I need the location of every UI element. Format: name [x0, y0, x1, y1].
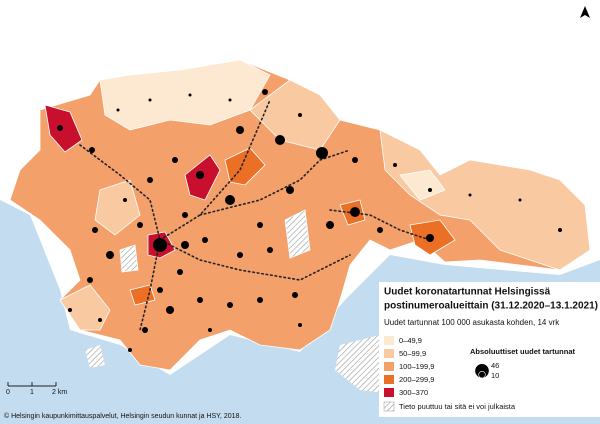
legend-label: 50–99,9: [399, 349, 426, 358]
legend-box: [379, 282, 600, 417]
credits: © Helsingin kaupunkimittauspalvelut, Hel…: [4, 412, 241, 420]
district-dot: [286, 186, 294, 194]
district-dot: [236, 126, 244, 134]
bubble-legend-title: Absoluuttiset uudet tartunnat: [470, 347, 575, 356]
district-dot: [128, 348, 132, 352]
district-dot: [147, 177, 153, 183]
no-data-swatch: [383, 401, 395, 412]
district-dot: [326, 221, 334, 229]
scale-label: 1: [30, 389, 34, 396]
district-dot: [298, 323, 302, 327]
district-dot: [518, 198, 522, 202]
district-dot: [267, 247, 273, 253]
district-dot: [92, 227, 98, 233]
legend-label: 300–370: [399, 388, 428, 397]
rail-lines: [79, 99, 431, 331]
land-zones: [9, 59, 591, 395]
district-dot: [316, 147, 328, 159]
district-dot: [275, 135, 285, 145]
district-dot: [89, 147, 95, 153]
district-dot: [298, 113, 302, 117]
scale-label: 0: [6, 389, 10, 396]
district-dot: [172, 157, 178, 163]
district-dot: [166, 306, 174, 314]
legend: Uudet koronatartunnat Helsingissä postin…: [379, 282, 600, 417]
district-dot: [188, 93, 192, 97]
legend-swatch: [384, 336, 394, 345]
legend-swatch: [384, 375, 394, 384]
district-dot: [377, 227, 383, 233]
district-dot: [137, 222, 143, 228]
district-dot: [225, 195, 235, 205]
district-dot: [153, 238, 167, 252]
district-dot: [352, 157, 358, 163]
legend-swatch: [384, 388, 394, 397]
district-dot: [181, 241, 189, 249]
district-dot: [228, 98, 232, 102]
scale-label: 2 km: [52, 389, 67, 396]
district-dot: [98, 318, 102, 322]
district-dot: [57, 125, 63, 131]
district-dot: [428, 188, 432, 192]
legend-label: 200–299,9: [399, 375, 434, 384]
legend-swatch: [384, 349, 394, 358]
district-dot: [292, 292, 298, 298]
district-dot: [257, 222, 263, 228]
district-dot: [196, 171, 204, 179]
district-dot: [227, 302, 233, 308]
district-dot: [237, 252, 243, 258]
district-dot: [182, 212, 188, 218]
district-dot: [142, 327, 148, 333]
title: postinumeroalueittain (31.12.2020–13.1.2…: [384, 301, 598, 312]
district-dot: [350, 207, 360, 217]
legend-label: 0–49,9: [399, 336, 422, 345]
bubble-legend-label: 10: [491, 371, 499, 380]
district-dot: [426, 234, 434, 242]
scale-bar: 0 1 2 km: [6, 382, 67, 396]
district-dot: [116, 108, 120, 112]
bubble-legend-circle: [478, 371, 486, 379]
district-dots: [57, 89, 562, 352]
subtitle: Uudet tartunnat 100 000 asukasta kohden,…: [384, 318, 560, 327]
district-dot: [197, 297, 203, 303]
district-dot: [106, 251, 114, 259]
north-arrow: [580, 6, 590, 18]
district-dot: [123, 198, 127, 202]
district-dot: [468, 193, 472, 197]
district-dot: [157, 287, 163, 293]
district-dot: [208, 328, 212, 332]
district-dot: [202, 237, 208, 243]
district-dot: [177, 269, 183, 275]
bubble-legend-label: 46: [491, 361, 499, 370]
legend-swatch: [384, 362, 394, 371]
district-dot: [393, 163, 397, 167]
legend-label: 100–199,9: [399, 362, 434, 371]
district-dot: [68, 308, 72, 312]
district-dot: [257, 297, 263, 303]
district-dot: [148, 98, 152, 102]
district-dot: [558, 228, 562, 232]
no-data-label: Tieto puuttuu tai sitä ei voi julkaista: [399, 402, 516, 411]
district-dot: [262, 89, 268, 95]
title: Uudet koronatartunnat Helsingissä: [384, 287, 551, 298]
district-dot: [87, 277, 93, 283]
